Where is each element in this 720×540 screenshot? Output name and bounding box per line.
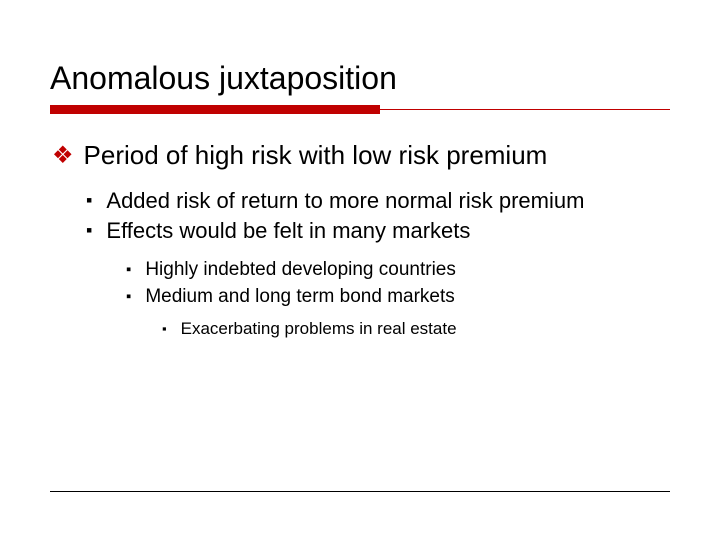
slide-container: Anomalous juxtaposition ❖ Period of high… [0,0,720,540]
title-rule [50,105,670,114]
bullet-level2-text: Added risk of return to more normal risk… [106,187,584,215]
level4-group: ▪ Exacerbating problems in real estate [50,318,670,340]
square-bullet-icon: ▪ [126,285,131,310]
diamond-bullet-icon: ❖ [52,140,74,171]
square-bullet-icon: ▪ [162,318,167,340]
slide-title: Anomalous juxtaposition [50,60,670,97]
rule-thick [50,105,380,114]
square-bullet-icon: ▪ [86,187,92,215]
bullet-level1-text: Period of high risk with low risk premiu… [84,140,548,171]
bullet-level2: ▪ Added risk of return to more normal ri… [86,187,670,215]
bullet-level3-text: Medium and long term bond markets [145,285,454,310]
footer-rule [50,491,670,492]
bullet-level3: ▪ Highly indebted developing countries [126,258,670,283]
bullet-level4-text: Exacerbating problems in real estate [181,318,457,340]
bullet-level2: ▪ Effects would be felt in many markets [86,217,670,245]
square-bullet-icon: ▪ [86,217,92,245]
bullet-level3: ▪ Medium and long term bond markets [126,285,670,310]
bullet-level3-text: Highly indebted developing countries [145,258,456,283]
bullet-level1: ❖ Period of high risk with low risk prem… [50,140,670,171]
bullet-level4: ▪ Exacerbating problems in real estate [162,318,670,340]
bullet-level2-text: Effects would be felt in many markets [106,217,470,245]
level2-group: ▪ Added risk of return to more normal ri… [50,187,670,244]
level3-group: ▪ Highly indebted developing countries ▪… [50,258,670,309]
square-bullet-icon: ▪ [126,258,131,283]
